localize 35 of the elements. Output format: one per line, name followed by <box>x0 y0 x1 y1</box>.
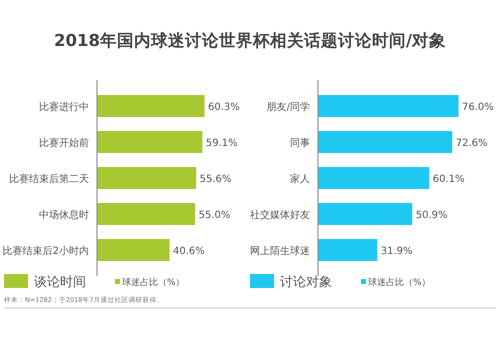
bar <box>318 203 412 225</box>
legend-label: 球迷占比（%） <box>368 277 431 288</box>
legend-title: 谈论时间 <box>34 275 86 290</box>
data-label: 60.1% <box>432 174 464 185</box>
y-tick-label: 家人 <box>290 173 310 185</box>
data-label: 72.6% <box>456 138 488 149</box>
data-label: 31.9% <box>380 246 413 257</box>
y-tick-label: 社交媒体好友 <box>250 209 310 221</box>
data-label: 59.1% <box>206 138 238 149</box>
data-label: 60.3% <box>208 102 240 113</box>
bar <box>98 95 204 117</box>
y-tick-label: 比赛结束后第二天 <box>9 173 89 185</box>
data-label: 50.9% <box>416 210 448 221</box>
bar <box>318 95 458 117</box>
bar <box>98 167 196 189</box>
y-tick-label: 比赛进行中 <box>39 101 89 113</box>
data-label: 40.6% <box>173 246 205 257</box>
bar <box>318 239 378 261</box>
y-tick-label: 网上陌生球迷 <box>250 245 310 257</box>
legend-label: 球迷占比（%） <box>122 277 185 288</box>
y-tick-label: 中场休息时 <box>39 209 89 221</box>
y-tick-label: 比赛开始前 <box>39 137 89 149</box>
y-tick-label: 比赛结束后2小时内 <box>2 245 89 257</box>
bar <box>98 131 202 153</box>
bar <box>318 131 452 153</box>
bar <box>98 203 196 225</box>
data-label: 76.0% <box>462 102 494 113</box>
bar <box>98 239 170 261</box>
data-label: 55.6% <box>200 174 232 185</box>
bar <box>318 167 430 189</box>
text: 2018年国内球迷讨论世界杯相关话题讨论时间/对象 <box>54 31 446 50</box>
y-tick-label: 朋友/同学 <box>266 101 310 113</box>
data-label: 55.0% <box>198 210 230 221</box>
legend-title: 讨论对象 <box>280 275 332 290</box>
y-tick-label: 同事 <box>290 137 310 149</box>
